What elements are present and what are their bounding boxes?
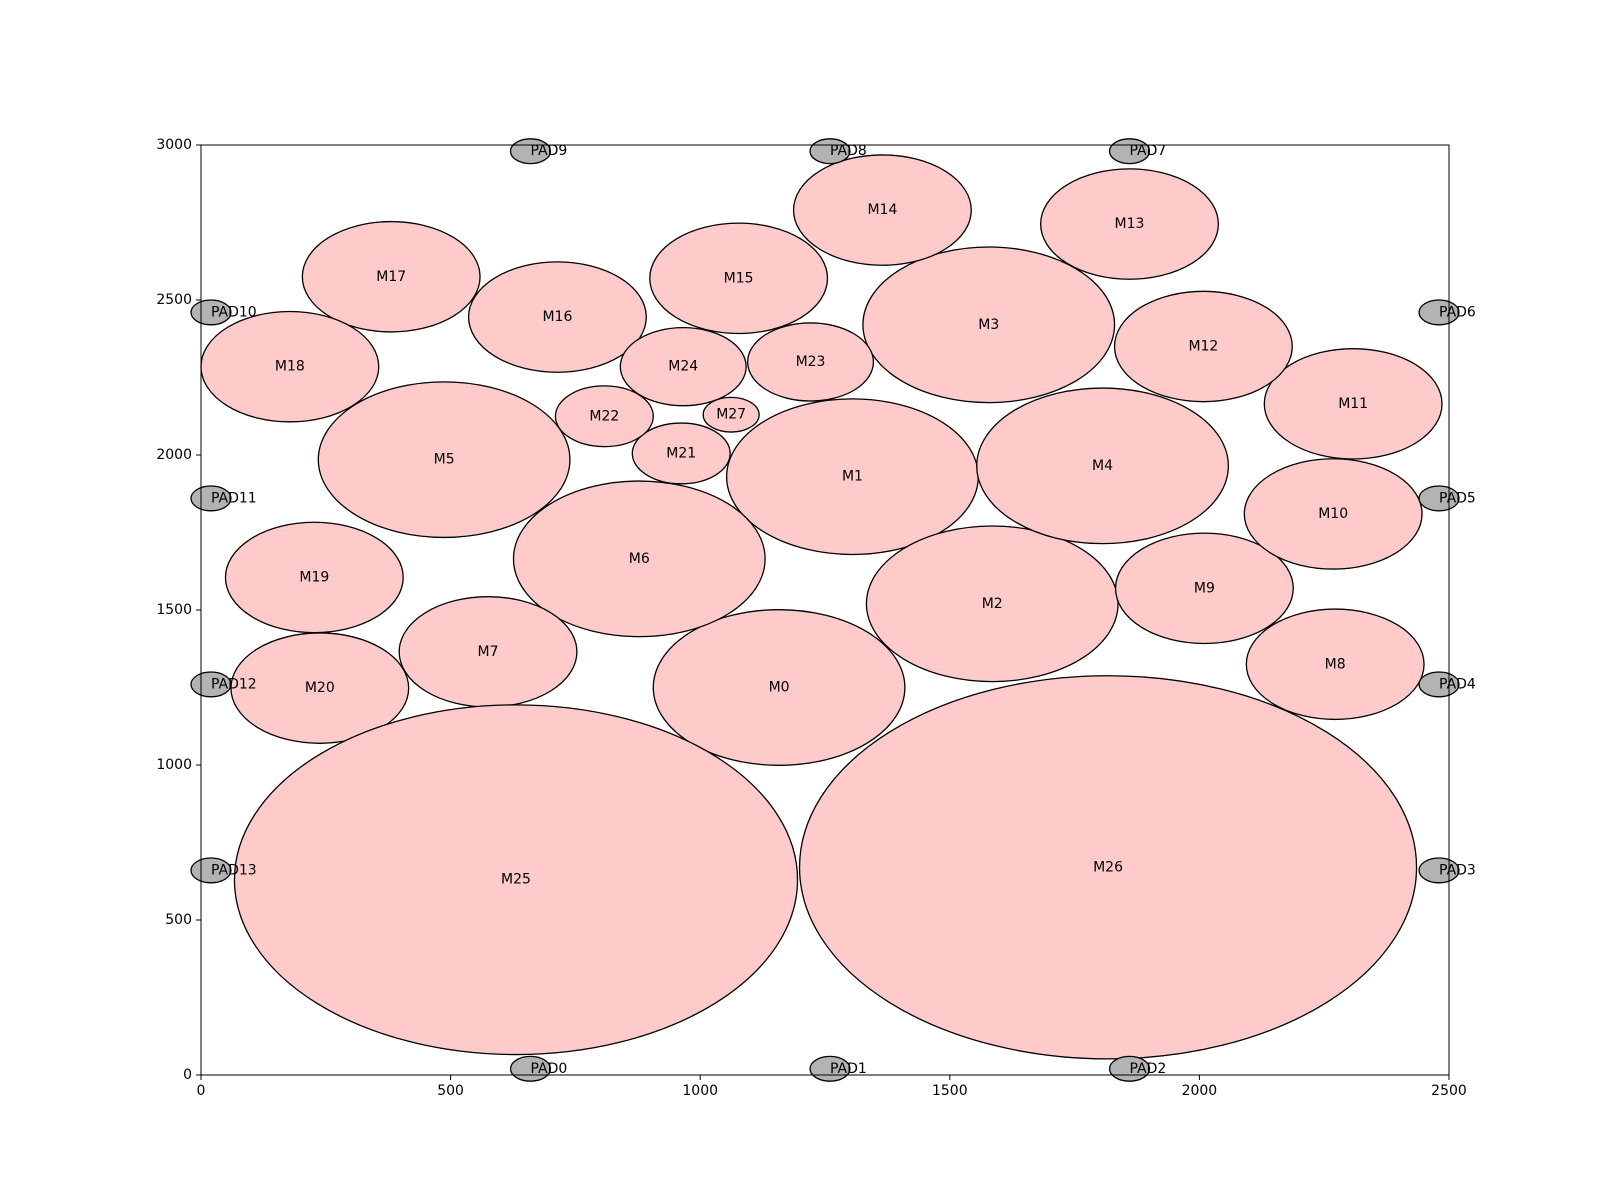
macro-label: M22 [589,408,619,424]
pad-label: PAD6 [1439,304,1476,320]
macro-m25 [233,704,799,1056]
macro-label: M18 [275,359,305,375]
macro-label: M3 [978,317,999,333]
macro-m20 [230,632,410,744]
y-tick-label: 1000 [156,757,192,773]
pad-label: PAD11 [211,490,257,506]
macro-m15 [649,222,829,335]
macro-label: M5 [434,452,455,468]
macro-m0 [652,609,906,766]
y-tick-label: 0 [183,1067,192,1083]
macro-label: M24 [668,359,698,375]
macro-m17 [301,220,481,333]
macro-label: M8 [1325,656,1346,672]
macro-label: M26 [1093,859,1123,875]
macro-m13 [1040,168,1220,280]
y-tick-label: 2500 [156,292,192,308]
y-tick-label: 2000 [156,447,192,463]
macro-label: M13 [1115,216,1145,232]
macro-label: M11 [1338,396,1368,412]
pad-label: PAD2 [1130,1061,1167,1077]
macro-label: M9 [1194,580,1215,596]
macro-m6 [512,480,766,638]
macro-label: M12 [1188,339,1218,355]
macro-label: M21 [666,445,696,461]
y-tick-label: 500 [165,912,192,928]
x-tick-label: 2500 [1431,1083,1467,1099]
y-tick-label: 3000 [156,137,192,153]
macro-m8 [1245,608,1425,721]
macro-m5 [317,381,571,539]
macro-label: M25 [501,872,531,888]
pad-label: PAD5 [1439,490,1476,506]
macro-m11 [1263,348,1443,460]
macro-m9 [1114,532,1294,645]
tick-layer: 0 500 1000 1500 2000 2500 0 500 1000 1500 2000 2500… [156,137,1466,1099]
macro-m4 [976,387,1230,545]
macro-label: M20 [305,680,335,696]
macro-m27 [702,396,760,433]
macro-m24 [619,326,747,407]
pad-label: PAD3 [1439,862,1476,878]
macro-m10 [1243,458,1423,570]
macro-label: M14 [867,202,897,218]
macro-label: M2 [982,596,1003,612]
y-tick-label: 1500 [156,602,192,618]
macro-label: M23 [796,354,826,370]
macro-m23 [746,322,875,402]
macro-m12 [1113,290,1293,403]
x-tick-label: 0 [197,1083,206,1099]
macro-m16 [467,261,647,373]
macro-label: M10 [1318,506,1348,522]
macro-m26 [798,675,1418,1060]
macro-label: M7 [478,644,499,660]
x-tick-label: 1000 [682,1083,718,1099]
macro-m2 [865,525,1119,683]
pad-label: PAD13 [211,862,257,878]
macro-m3 [862,246,1116,404]
macro-label: M16 [542,309,572,325]
pad-layer: PAD0 PAD1 PAD2 PAD3 PAD4 PAD5 PAD6 PAD7 PAD8 PAD9… [190,138,1476,1082]
macro-label: M0 [769,680,790,696]
macro-m22 [554,385,654,448]
macro-m14 [792,154,972,266]
x-tick-label: 1500 [932,1083,968,1099]
macro-label: M27 [716,407,746,423]
macro-m21 [631,422,731,485]
macro-label: M17 [376,269,406,285]
x-tick-label: 2000 [1182,1083,1218,1099]
macro-label: M6 [629,551,650,567]
pad-label: PAD0 [530,1061,567,1077]
macro-label: M1 [842,469,863,485]
x-tick-label: 500 [437,1083,464,1099]
pad-label: PAD12 [211,676,257,692]
macro-label: M4 [1092,458,1113,474]
pad-label: PAD8 [830,143,867,159]
pad-label: PAD7 [1130,143,1167,159]
pad-label: PAD1 [830,1061,867,1077]
macro-label: M19 [299,569,329,585]
macro-label: M15 [724,270,754,286]
pad-label: PAD10 [211,304,257,320]
pad-label: PAD9 [530,143,567,159]
pad-label: PAD4 [1439,676,1476,692]
macro-layer: M0 M1 M2 M3 M4 M5 M6 M7 M8 M9 M10 M11 M12 M13 M14 M15 M1… [200,154,1443,1060]
